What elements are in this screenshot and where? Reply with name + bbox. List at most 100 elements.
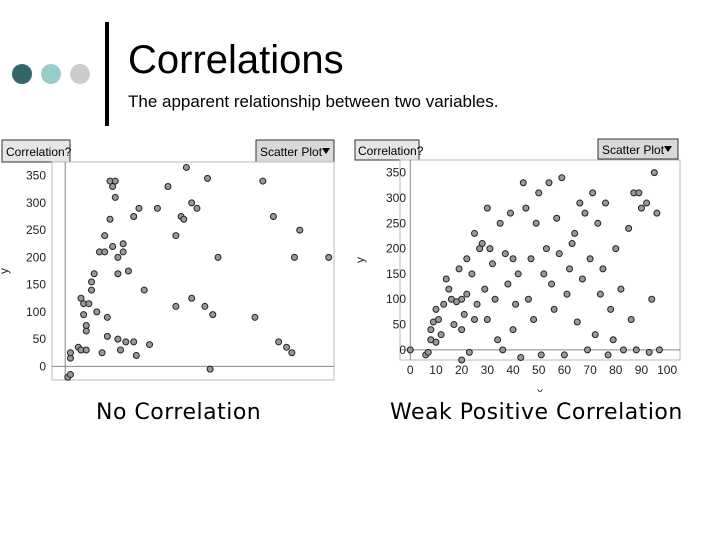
scatter-point bbox=[206, 365, 214, 373]
scatter-point bbox=[645, 348, 653, 356]
scatter-point bbox=[214, 253, 222, 261]
scatter-point bbox=[432, 305, 440, 313]
scatter-point bbox=[132, 351, 140, 359]
scatter-point bbox=[483, 315, 491, 323]
scatter-point bbox=[509, 255, 517, 263]
chevron-down-icon bbox=[322, 148, 330, 154]
scatter-point bbox=[648, 295, 656, 303]
scatter-point bbox=[568, 240, 576, 248]
scatter-point bbox=[124, 267, 132, 275]
scatter-point bbox=[499, 346, 507, 354]
y-axis-label: y bbox=[0, 268, 11, 274]
scatter-point bbox=[111, 193, 119, 201]
y-tick-label: 250 bbox=[26, 223, 46, 237]
scatter-point bbox=[458, 356, 466, 364]
chevron-down-icon bbox=[664, 146, 672, 152]
scatter-point bbox=[146, 341, 154, 349]
scatter-point bbox=[599, 265, 607, 273]
scatter-point bbox=[486, 245, 494, 253]
scatter-point bbox=[468, 270, 476, 278]
scatter-point bbox=[607, 305, 615, 313]
scatter-point bbox=[458, 295, 466, 303]
scatter-point bbox=[632, 346, 640, 354]
scatter-point bbox=[470, 229, 478, 237]
y-tick-label: 150 bbox=[386, 267, 406, 281]
scatter-point bbox=[442, 275, 450, 283]
scatter-point bbox=[130, 338, 138, 346]
scatter-point bbox=[153, 204, 161, 212]
scatter-point bbox=[512, 300, 520, 308]
scatter-point bbox=[432, 338, 440, 346]
scatter-point bbox=[101, 232, 109, 240]
x-tick-label: 50 bbox=[532, 363, 546, 377]
scatter-point bbox=[188, 199, 196, 207]
scatter-point bbox=[135, 204, 143, 212]
scatter-point bbox=[527, 255, 535, 263]
correlation-button[interactable]: Correlation? bbox=[354, 139, 424, 161]
y-tick-label: 150 bbox=[26, 278, 46, 292]
scatter-point bbox=[114, 335, 122, 343]
scatter-point bbox=[558, 174, 566, 182]
scatter-point bbox=[530, 315, 538, 323]
x-tick-label: 100 bbox=[657, 363, 677, 377]
scatter-plot-menu-label: Scatter Plot bbox=[602, 143, 665, 157]
scatter-point bbox=[122, 338, 130, 346]
x-tick-label: 30 bbox=[138, 385, 152, 386]
y-tick-label: 300 bbox=[386, 191, 406, 205]
scatter-point bbox=[101, 248, 109, 256]
scatter-point bbox=[458, 326, 466, 334]
y-tick-label: 250 bbox=[386, 216, 406, 230]
scatter-point bbox=[542, 245, 550, 253]
scatter-point bbox=[537, 351, 545, 359]
scatter-point bbox=[573, 318, 581, 326]
x-axis-label: x bbox=[537, 385, 543, 392]
scatter-point bbox=[119, 240, 127, 248]
scatter-point bbox=[519, 179, 527, 187]
plot-area bbox=[51, 161, 335, 381]
scatter-point bbox=[540, 270, 548, 278]
scatter-point bbox=[494, 336, 502, 344]
scatter-point bbox=[501, 250, 509, 258]
scatter-point bbox=[201, 302, 209, 310]
x-tick-label: 80 bbox=[609, 363, 623, 377]
x-tick-label: 20 bbox=[111, 385, 125, 386]
scatter-point bbox=[140, 286, 148, 294]
scatter-point bbox=[496, 219, 504, 227]
scatter-point bbox=[481, 285, 489, 293]
scatter-point bbox=[509, 326, 517, 334]
scatter-plot-menu-button[interactable]: Scatter Plot bbox=[255, 139, 335, 163]
scatter-point bbox=[424, 348, 432, 356]
x-tick-label: 0 bbox=[407, 363, 414, 377]
scatter-point bbox=[655, 346, 663, 354]
scatter-point bbox=[445, 285, 453, 293]
scatter-point bbox=[643, 199, 651, 207]
scatter-point bbox=[584, 346, 592, 354]
caption-left: No Correlation bbox=[96, 400, 262, 425]
accent-dot-dark bbox=[12, 64, 32, 84]
scatter-point bbox=[109, 242, 117, 250]
x-tick-label: 20 bbox=[455, 363, 469, 377]
x-tick-label: 50 bbox=[190, 385, 204, 386]
correlation-button[interactable]: Correlation? bbox=[1, 139, 72, 163]
scatter-point bbox=[90, 270, 98, 278]
scatter-point bbox=[478, 240, 486, 248]
y-tick-label: 350 bbox=[26, 169, 46, 183]
scatter-plot-right: Correlation? Scatter Plot 05010015020025… bbox=[353, 138, 681, 392]
scatter-plot-menu-label: Scatter Plot bbox=[260, 145, 323, 159]
y-tick-label: 100 bbox=[26, 305, 46, 319]
correlation-button-label: Correlation? bbox=[6, 145, 72, 159]
y-tick-label: 0 bbox=[399, 343, 406, 357]
scatter-plot-menu-button[interactable]: Scatter Plot bbox=[597, 138, 679, 160]
x-tick-label: 80 bbox=[269, 385, 283, 386]
scatter-point bbox=[517, 353, 525, 361]
scatter-point bbox=[259, 177, 267, 185]
scatter-point bbox=[296, 226, 304, 234]
scatter-point bbox=[106, 215, 114, 223]
scatter-point bbox=[594, 219, 602, 227]
x-tick-label: 90 bbox=[635, 363, 649, 377]
y-tick-label: 100 bbox=[386, 292, 406, 306]
scatter-point bbox=[637, 204, 645, 212]
scatter-point bbox=[460, 310, 468, 318]
scatter-point bbox=[586, 255, 594, 263]
scatter-point bbox=[463, 290, 471, 298]
